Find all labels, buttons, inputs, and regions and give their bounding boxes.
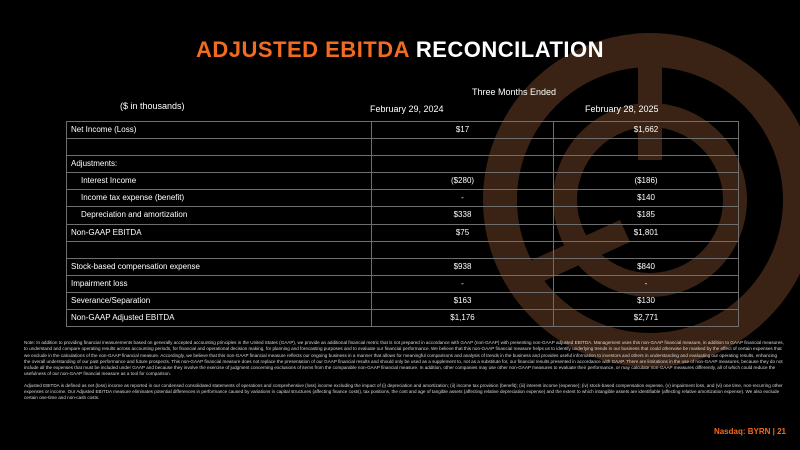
value-2024: $17 xyxy=(371,120,554,140)
value-2024 xyxy=(371,240,554,259)
row-label: Income tax expense (benefit) xyxy=(66,189,372,208)
value-2025: $840 xyxy=(553,257,739,276)
value-2024: $1,176 xyxy=(371,309,554,328)
value-2025 xyxy=(553,240,739,259)
row-label: Interest Income xyxy=(66,172,372,191)
row-label: Non-GAAP Adjusted EBITDA xyxy=(66,309,372,328)
value-2024: $163 xyxy=(371,291,554,311)
table-row xyxy=(66,240,739,259)
row-label: Impairment loss xyxy=(66,274,372,293)
value-2025: ($186) xyxy=(553,172,739,191)
value-2025: $2,771 xyxy=(553,309,739,328)
column-header-2025: February 28, 2025 xyxy=(585,104,659,114)
row-label: Net Income (Loss) xyxy=(66,120,372,140)
title-rest: RECONCILATION xyxy=(415,37,605,62)
value-2025: $130 xyxy=(553,291,739,311)
table-row: Non-GAAP EBITDA $75 $1,801 xyxy=(66,223,739,242)
column-header-2024: February 29, 2024 xyxy=(370,104,444,114)
table-row: Adjustments: xyxy=(66,155,739,174)
table-row: Net Income (Loss) $17 $1,662 xyxy=(66,120,739,140)
table-row: Stock-based compensation expense $938 $840 xyxy=(66,257,739,276)
value-2025 xyxy=(553,138,739,157)
slide-title: ADJUSTED EBITDA RECONCILATION xyxy=(0,37,800,63)
footnotes: Note: In addition to providing financial… xyxy=(24,340,784,407)
value-2024: $75 xyxy=(371,223,554,242)
value-2025 xyxy=(553,155,739,174)
row-label: Severance/Separation xyxy=(66,291,372,311)
title-accent: ADJUSTED EBITDA xyxy=(195,37,410,62)
value-2024: $938 xyxy=(371,257,554,276)
value-2025: - xyxy=(553,274,739,293)
note-paragraph-2: Adjusted EBITDA is defined as net (loss)… xyxy=(24,382,783,401)
table-row: Income tax expense (benefit) - $140 xyxy=(66,189,739,208)
value-2025: $140 xyxy=(553,189,739,208)
value-2025: $185 xyxy=(553,206,739,225)
row-label xyxy=(66,240,372,259)
value-2025: $1,801 xyxy=(553,223,739,242)
note-paragraph-1: Note: In addition to providing financial… xyxy=(24,340,784,377)
reconciliation-table: Net Income (Loss) $17 $1,662 Adjustments: In… xyxy=(66,120,739,328)
table-row: Depreciation and amortization $338 $185 xyxy=(66,206,739,225)
value-2024: - xyxy=(371,274,554,293)
value-2024: $338 xyxy=(371,206,554,225)
table-row: Interest Income ($280) ($186) xyxy=(66,172,739,191)
footer-ticker-page: Nasdaq: BYRN | 21 xyxy=(713,427,786,436)
table-row: Severance/Separation $163 $130 xyxy=(66,291,739,311)
row-label xyxy=(66,138,372,157)
table-row: Non-GAAP Adjusted EBITDA $1,176 $2,771 xyxy=(66,309,739,328)
row-label: Non-GAAP EBITDA xyxy=(66,223,372,242)
value-2025: $1,662 xyxy=(553,120,739,140)
value-2024: ($280) xyxy=(371,172,554,191)
table-row xyxy=(66,138,739,157)
row-label: Adjustments: xyxy=(66,155,372,174)
value-2024 xyxy=(371,155,554,174)
value-2024 xyxy=(371,138,554,157)
value-2024: - xyxy=(371,189,554,208)
row-label: Depreciation and amortization xyxy=(66,206,372,225)
units-label: ($ in thousands) xyxy=(120,101,185,111)
period-label: Three Months Ended xyxy=(472,87,557,97)
row-label: Stock-based compensation expense xyxy=(66,257,372,276)
table-row: Impairment loss - - xyxy=(66,274,739,293)
